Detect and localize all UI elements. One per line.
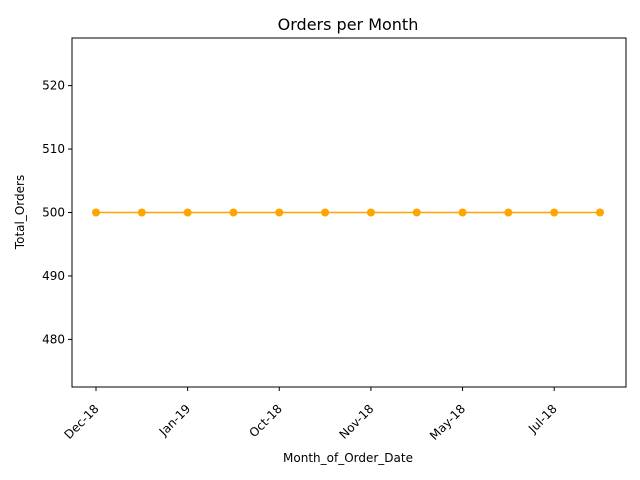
y-tick-label: 520 bbox=[42, 79, 65, 93]
data-point-marker bbox=[550, 208, 559, 217]
data-point-marker bbox=[366, 208, 375, 217]
y-axis-label: Total_Orders bbox=[13, 175, 27, 250]
y-tick-label: 490 bbox=[42, 269, 65, 283]
x-tick-label: Dec-18 bbox=[61, 402, 101, 442]
series-layer bbox=[92, 208, 604, 217]
x-axis-label: Month_of_Order_Date bbox=[283, 451, 413, 465]
y-axis: 480 490 500 510 520 bbox=[42, 79, 72, 346]
y-tick-label: 510 bbox=[42, 142, 65, 156]
data-point-marker bbox=[412, 208, 421, 217]
y-tick-label: 500 bbox=[42, 206, 65, 220]
x-axis: Dec-18 Jan-19 Oct-18 Nov-18 May-18 Jul-18 bbox=[61, 387, 560, 443]
data-point-marker bbox=[183, 208, 192, 217]
data-point-marker bbox=[321, 208, 330, 217]
data-point-marker bbox=[504, 208, 513, 217]
data-point-marker bbox=[229, 208, 238, 217]
x-tick-label: Oct-18 bbox=[246, 402, 284, 440]
x-tick-label: Nov-18 bbox=[336, 402, 376, 442]
y-tick-label: 480 bbox=[42, 332, 65, 346]
x-tick-label: Jul-18 bbox=[525, 402, 560, 437]
plot-area-frame bbox=[71, 37, 627, 388]
data-point-marker bbox=[137, 208, 146, 217]
data-point-marker bbox=[458, 208, 467, 217]
x-tick-label: May-18 bbox=[427, 402, 468, 443]
chart-title: Orders per Month bbox=[278, 15, 419, 34]
data-point-marker bbox=[596, 208, 604, 217]
x-tick-label: Jan-19 bbox=[156, 402, 194, 440]
data-point-marker bbox=[275, 208, 284, 217]
data-point-marker bbox=[92, 208, 100, 217]
